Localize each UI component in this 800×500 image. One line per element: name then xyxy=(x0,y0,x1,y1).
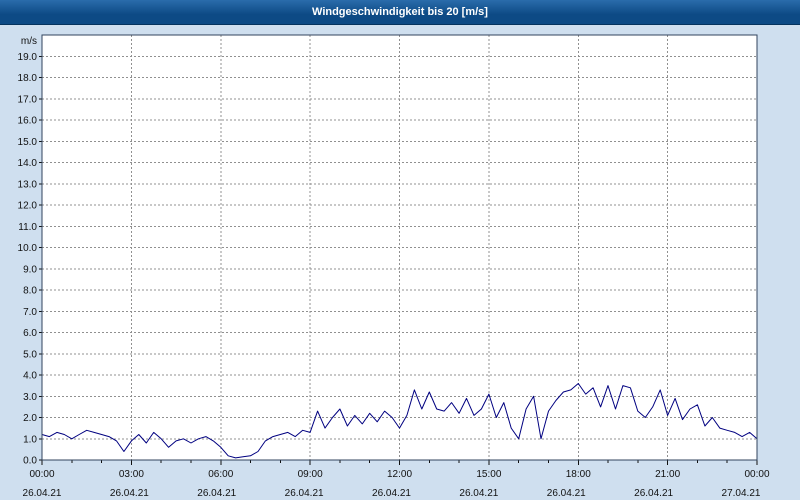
x-tick-time-label: 03:00 xyxy=(119,469,144,480)
x-tick-time-label: 09:00 xyxy=(298,469,323,480)
x-tick-date-label: 27.04.21 xyxy=(722,488,761,499)
y-tick-label: 10.0 xyxy=(18,243,38,254)
x-tick-time-label: 00:00 xyxy=(744,469,769,480)
chart-title: Windgeschwindigkeit bis 20 [m/s] xyxy=(312,6,488,18)
y-tick-label: 6.0 xyxy=(23,328,37,339)
x-tick-date-label: 26.04.21 xyxy=(634,488,673,499)
x-tick-date-label: 26.04.21 xyxy=(547,488,586,499)
x-tick-date-label: 26.04.21 xyxy=(23,488,62,499)
y-tick-label: 14.0 xyxy=(18,158,38,169)
x-tick-time-label: 18:00 xyxy=(566,469,591,480)
x-tick-date-label: 26.04.21 xyxy=(459,488,498,499)
x-tick-time-label: 15:00 xyxy=(476,469,501,480)
chart-title-bar: Windgeschwindigkeit bis 20 [m/s] xyxy=(0,0,800,25)
y-tick-label: 2.0 xyxy=(23,413,37,424)
x-tick-date-label: 26.04.21 xyxy=(372,488,411,499)
x-tick-date-label: 26.04.21 xyxy=(110,488,149,499)
y-tick-label: 4.0 xyxy=(23,371,37,382)
x-tick-time-label: 00:00 xyxy=(29,469,54,480)
x-tick-time-label: 12:00 xyxy=(387,469,412,480)
y-tick-label: 18.0 xyxy=(18,73,38,84)
y-tick-label: 12.0 xyxy=(18,201,38,212)
y-tick-label: 8.0 xyxy=(23,286,37,297)
y-tick-label: 11.0 xyxy=(18,222,37,233)
wind-speed-line xyxy=(41,383,758,459)
y-tick-label: 1.0 xyxy=(23,434,37,445)
y-tick-label: 9.0 xyxy=(23,264,37,275)
y-axis-unit-label: m/s xyxy=(21,36,37,47)
x-tick-date-label: 26.04.21 xyxy=(197,488,236,499)
y-tick-label: 13.0 xyxy=(18,179,38,190)
x-tick-date-label: 26.04.21 xyxy=(285,488,324,499)
y-tick-label: 0.0 xyxy=(23,456,37,467)
y-tick-label: 17.0 xyxy=(18,94,38,105)
y-tick-label: 5.0 xyxy=(23,349,37,360)
x-tick-time-label: 21:00 xyxy=(655,469,680,480)
plot-border xyxy=(41,34,758,461)
y-tick-label: 7.0 xyxy=(23,307,37,318)
x-tick-time-label: 06:00 xyxy=(208,469,233,480)
y-tick-label: 19.0 xyxy=(18,52,38,63)
y-tick-label: 15.0 xyxy=(18,137,38,148)
y-tick-label: 16.0 xyxy=(18,116,38,127)
y-tick-label: 3.0 xyxy=(23,392,37,403)
